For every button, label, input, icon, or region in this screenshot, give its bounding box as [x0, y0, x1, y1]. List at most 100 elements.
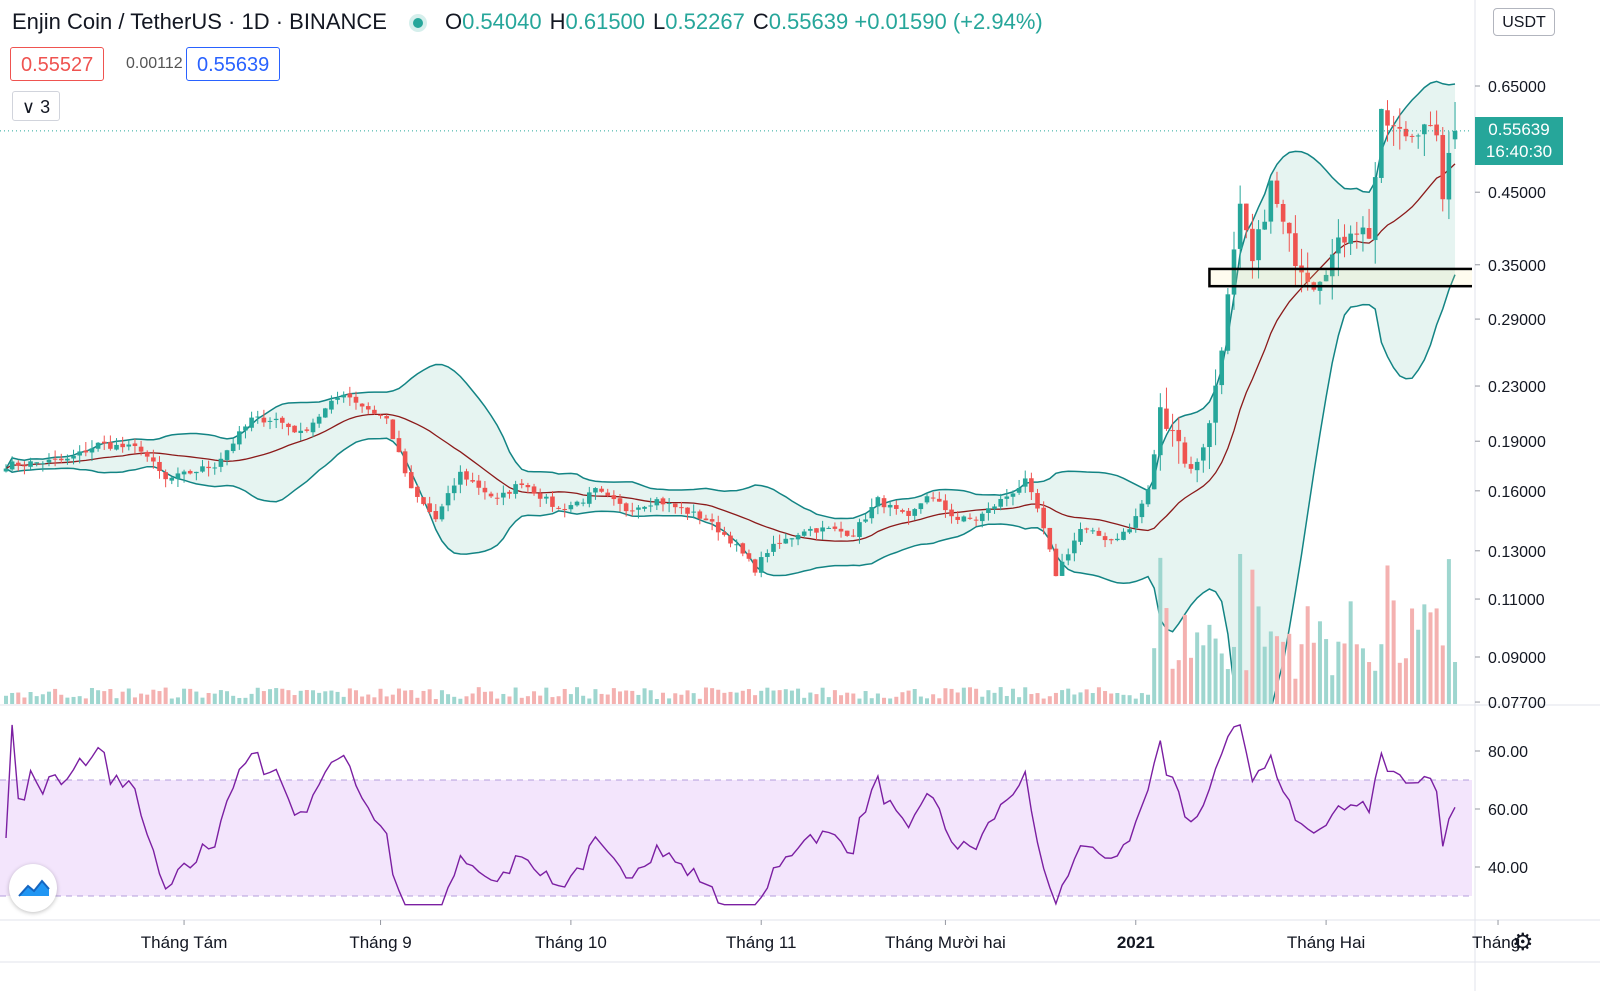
candle-body	[1440, 135, 1446, 200]
candle-body	[1176, 429, 1182, 442]
volume-bar	[863, 691, 868, 704]
price-axis-label: 0.35000	[1488, 258, 1546, 275]
market-status-icon	[412, 18, 423, 29]
currency-button[interactable]: USDT	[1493, 8, 1555, 36]
candle-body	[3, 468, 9, 472]
volume-bar	[1041, 698, 1046, 704]
volume-bar	[912, 688, 917, 704]
volume-bar	[624, 690, 629, 704]
close-key: C	[752, 9, 769, 34]
candle-body	[703, 518, 709, 521]
candle-body	[138, 446, 144, 452]
volume-bar	[1078, 692, 1083, 704]
volume-bar	[532, 691, 537, 704]
volume-bar	[206, 692, 211, 704]
volume-bar	[169, 698, 174, 704]
price-axis-label: 0.13000	[1488, 544, 1546, 561]
volume-bar	[231, 695, 236, 704]
volume-bar	[372, 697, 377, 704]
candle-body	[783, 538, 789, 544]
candle-body	[1170, 430, 1175, 432]
low-value: 0.52267	[665, 9, 745, 34]
volume-bar	[188, 688, 193, 704]
candle-body	[335, 397, 340, 400]
candle-body	[587, 492, 592, 504]
candle-body	[1219, 350, 1225, 386]
volume-bar	[777, 690, 782, 704]
indicators-toggle-button[interactable]: ∨ 3	[12, 91, 60, 121]
candle-body	[691, 511, 696, 513]
volume-bar	[550, 697, 555, 704]
volume-bar	[691, 693, 696, 704]
volume-bar	[501, 693, 506, 704]
rsi-axis-label: 60.00	[1488, 802, 1528, 819]
candle-body	[1035, 493, 1040, 509]
volume-bar	[538, 695, 543, 704]
volume-bar	[703, 687, 708, 704]
volume-bar	[851, 693, 856, 704]
volume-bar	[1367, 662, 1372, 704]
tradingview-logo-icon[interactable]	[9, 864, 57, 912]
volume-bar	[648, 690, 653, 704]
volume-bar	[1017, 697, 1022, 704]
candle-body	[943, 500, 948, 511]
volume-bar	[961, 687, 966, 704]
volume-bar	[1305, 606, 1310, 704]
volume-bar	[1336, 641, 1341, 704]
candle-body	[1452, 130, 1458, 140]
volume-bar	[200, 697, 205, 704]
volume-bar	[599, 693, 604, 704]
volume-bar	[1053, 692, 1058, 704]
volume-bar	[673, 693, 678, 704]
volume-bar	[1391, 600, 1396, 704]
candle-body	[83, 450, 89, 453]
volume-bar	[568, 694, 573, 704]
volume-bar	[925, 698, 929, 704]
volume-bar	[1428, 612, 1433, 704]
high-key: H	[549, 9, 566, 34]
volume-bar	[771, 690, 776, 704]
volume-bar	[796, 688, 801, 704]
bollinger-basis-line	[5, 163, 1456, 542]
volume-bar	[1010, 688, 1015, 704]
candle-body	[1428, 125, 1433, 127]
candle-body	[1268, 180, 1274, 222]
buy-price-button[interactable]: 0.55639	[186, 47, 280, 81]
volume-bar	[274, 688, 279, 704]
volume-bar	[1158, 557, 1163, 704]
volume-bar	[519, 697, 524, 704]
candle-body	[1323, 274, 1329, 282]
gear-icon[interactable]: ⚙	[1512, 929, 1534, 956]
candle-body	[1409, 135, 1415, 137]
candle-body	[365, 406, 371, 410]
sell-price-button[interactable]: 0.55527	[10, 47, 104, 81]
volume-bar	[1324, 639, 1329, 704]
bollinger-fill	[6, 81, 1456, 704]
candle-body	[1047, 527, 1053, 550]
volume-bar	[194, 691, 199, 704]
volume-bar	[1004, 695, 1009, 704]
volume-bar	[1453, 662, 1458, 704]
candle-body	[488, 493, 494, 497]
high-value: 0.61500	[565, 9, 646, 34]
candle-body	[1016, 487, 1022, 493]
volume-bar	[353, 690, 358, 704]
candle-body	[28, 461, 33, 467]
time-axis-label: Tháng Hai	[1287, 933, 1365, 952]
volume-bar	[1379, 644, 1384, 704]
volume-bar	[139, 693, 144, 704]
volume-bar	[654, 698, 659, 704]
volume-bar	[1207, 624, 1212, 704]
volume-bar	[421, 690, 426, 704]
candle-body	[1336, 237, 1341, 254]
volume-bar	[789, 690, 794, 704]
volume-bar	[980, 696, 985, 704]
candle-body	[1151, 454, 1157, 490]
volume-bar	[882, 697, 887, 704]
volume-bar	[992, 692, 997, 704]
candle-body	[832, 526, 838, 529]
volume-bar	[1293, 678, 1298, 704]
volume-bar	[1195, 632, 1200, 704]
volume-bar	[71, 696, 76, 704]
